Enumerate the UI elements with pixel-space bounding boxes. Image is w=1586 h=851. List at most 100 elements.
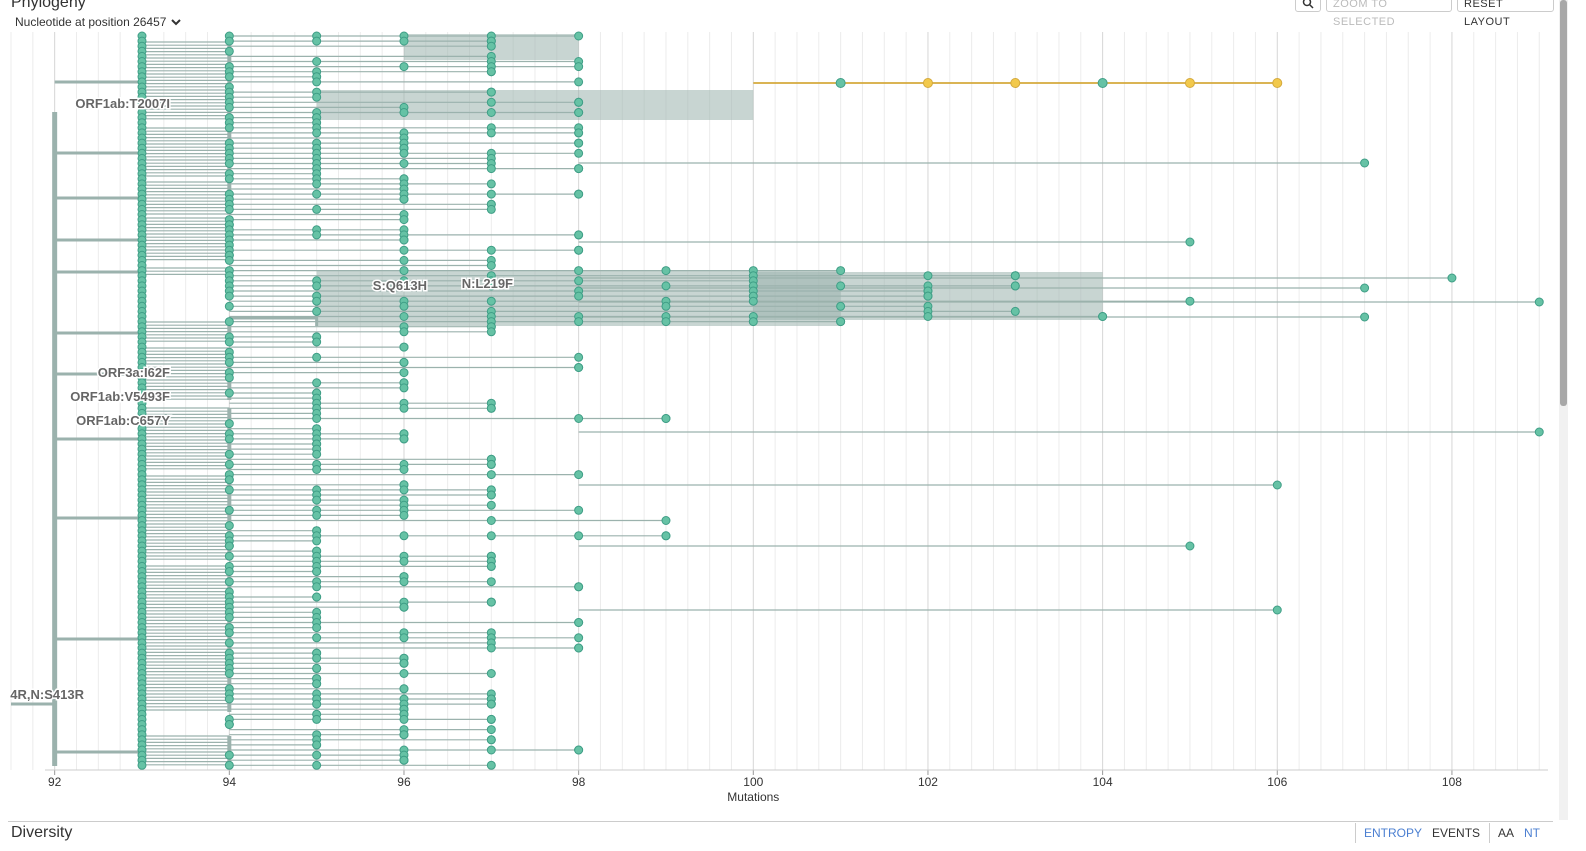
branch-mutation-label: ORF1ab:V5493F	[70, 389, 170, 404]
color-by-dropdown[interactable]: Nucleotide at position 26457	[15, 15, 182, 29]
tip-node	[399, 658, 409, 668]
branch-mutation-label: ORF1ab:T2007I	[75, 96, 170, 111]
zoom-search-button[interactable]	[1295, 0, 1321, 12]
tip-node	[574, 291, 584, 301]
tip-node	[836, 281, 846, 291]
tip-node	[399, 714, 409, 724]
tip-node	[486, 669, 496, 678]
tip-node	[312, 699, 322, 709]
tip-node	[137, 760, 147, 770]
tip-node	[312, 623, 322, 633]
tip-node	[312, 128, 322, 138]
tip-node	[312, 36, 322, 46]
tip-node	[312, 495, 322, 505]
tip-node	[224, 388, 234, 398]
tip-node	[399, 633, 409, 643]
tip-node	[1010, 271, 1020, 281]
tip-node	[574, 148, 584, 158]
tip-node	[224, 567, 234, 576]
tip-node	[224, 628, 234, 638]
diversity-title: Diversity	[11, 824, 73, 841]
selected-tip	[1097, 78, 1108, 88]
tip-node	[312, 296, 322, 306]
tip-node	[574, 470, 584, 480]
tip-node	[312, 414, 322, 423]
tip-node	[399, 62, 409, 72]
tip-node	[486, 470, 496, 480]
tip-node	[399, 342, 409, 352]
tip-node	[399, 730, 409, 740]
tip-node	[486, 760, 496, 770]
tip-node	[574, 128, 584, 138]
tab-nt[interactable]: NT	[1524, 826, 1541, 840]
tip-node	[399, 148, 409, 158]
tip-node	[399, 276, 409, 286]
tip-node	[224, 123, 234, 133]
tip-node	[486, 403, 496, 413]
tip-node	[486, 281, 496, 291]
tab-aa[interactable]: AA	[1498, 826, 1515, 840]
tips	[137, 31, 1544, 770]
tip-node	[224, 159, 234, 168]
outlier-tip	[1447, 273, 1457, 283]
tab-events[interactable]: EVENTS	[1432, 826, 1481, 840]
tip-node	[486, 725, 496, 735]
x-tick-label: 98	[572, 775, 586, 789]
tip-node	[312, 663, 322, 673]
tip-node	[399, 301, 409, 311]
tab-entropy[interactable]: ENTROPY	[1364, 826, 1423, 840]
entropy-events-toggle: ENTROPY EVENTS	[1355, 823, 1488, 843]
tip-node	[312, 204, 322, 214]
tip-node	[923, 271, 933, 281]
tip-node	[399, 434, 409, 444]
zoom-to-selected-button[interactable]: ZOOM TO SELECTED	[1326, 0, 1452, 28]
tip-node	[574, 363, 584, 372]
reset-layout-button[interactable]: RESET LAYOUT	[1457, 0, 1554, 28]
tip-node	[574, 31, 584, 41]
tip-node	[312, 230, 322, 240]
tip-node	[399, 755, 409, 765]
outlier-tip	[1534, 427, 1544, 437]
chevron-down-icon	[171, 19, 182, 26]
tip-node	[399, 159, 409, 168]
selected-tip	[835, 78, 846, 88]
tip-node	[574, 164, 584, 174]
tip-node	[399, 194, 409, 204]
tip-node	[224, 46, 234, 56]
tip-node	[399, 327, 409, 337]
tip-node	[574, 108, 584, 117]
tip-node	[399, 510, 409, 520]
tip-node	[399, 215, 409, 225]
outlier-tip	[1185, 541, 1195, 551]
tip-node	[574, 531, 584, 541]
outlier-tip	[1360, 158, 1370, 168]
tip-node	[486, 164, 496, 174]
x-tick-label: 94	[223, 775, 237, 789]
tip-node	[574, 317, 584, 327]
tip-node	[224, 720, 234, 729]
tip-node	[224, 541, 234, 551]
tip-node	[399, 531, 409, 541]
x-axis-title: Mutations	[727, 790, 779, 804]
tip-node	[574, 276, 584, 286]
selected-tip	[922, 78, 933, 88]
scrollbar-track[interactable]	[1559, 0, 1568, 820]
branch-mutation-label: ORF3a:I62F	[98, 365, 170, 380]
tip-node	[486, 597, 496, 607]
outlier-tip	[1272, 605, 1282, 615]
search-icon	[1302, 0, 1314, 9]
tip-node	[836, 317, 846, 327]
tip-node	[399, 556, 409, 566]
tip-node	[399, 403, 409, 413]
scrollbar-thumb[interactable]	[1560, 0, 1567, 406]
tip-node	[224, 760, 234, 770]
phylogeny-tree[interactable]: 92 94 96 98 100 102 104 106 108 Mutations ORF1ab:T…	[0, 0, 1560, 815]
tip-node	[923, 291, 933, 301]
tip-node	[574, 643, 584, 653]
tip-node	[836, 266, 846, 276]
x-tick-label: 102	[918, 775, 938, 789]
tip-node	[836, 301, 846, 311]
tip-node	[399, 465, 409, 474]
tip-node	[399, 312, 409, 321]
tip-node	[486, 179, 496, 189]
